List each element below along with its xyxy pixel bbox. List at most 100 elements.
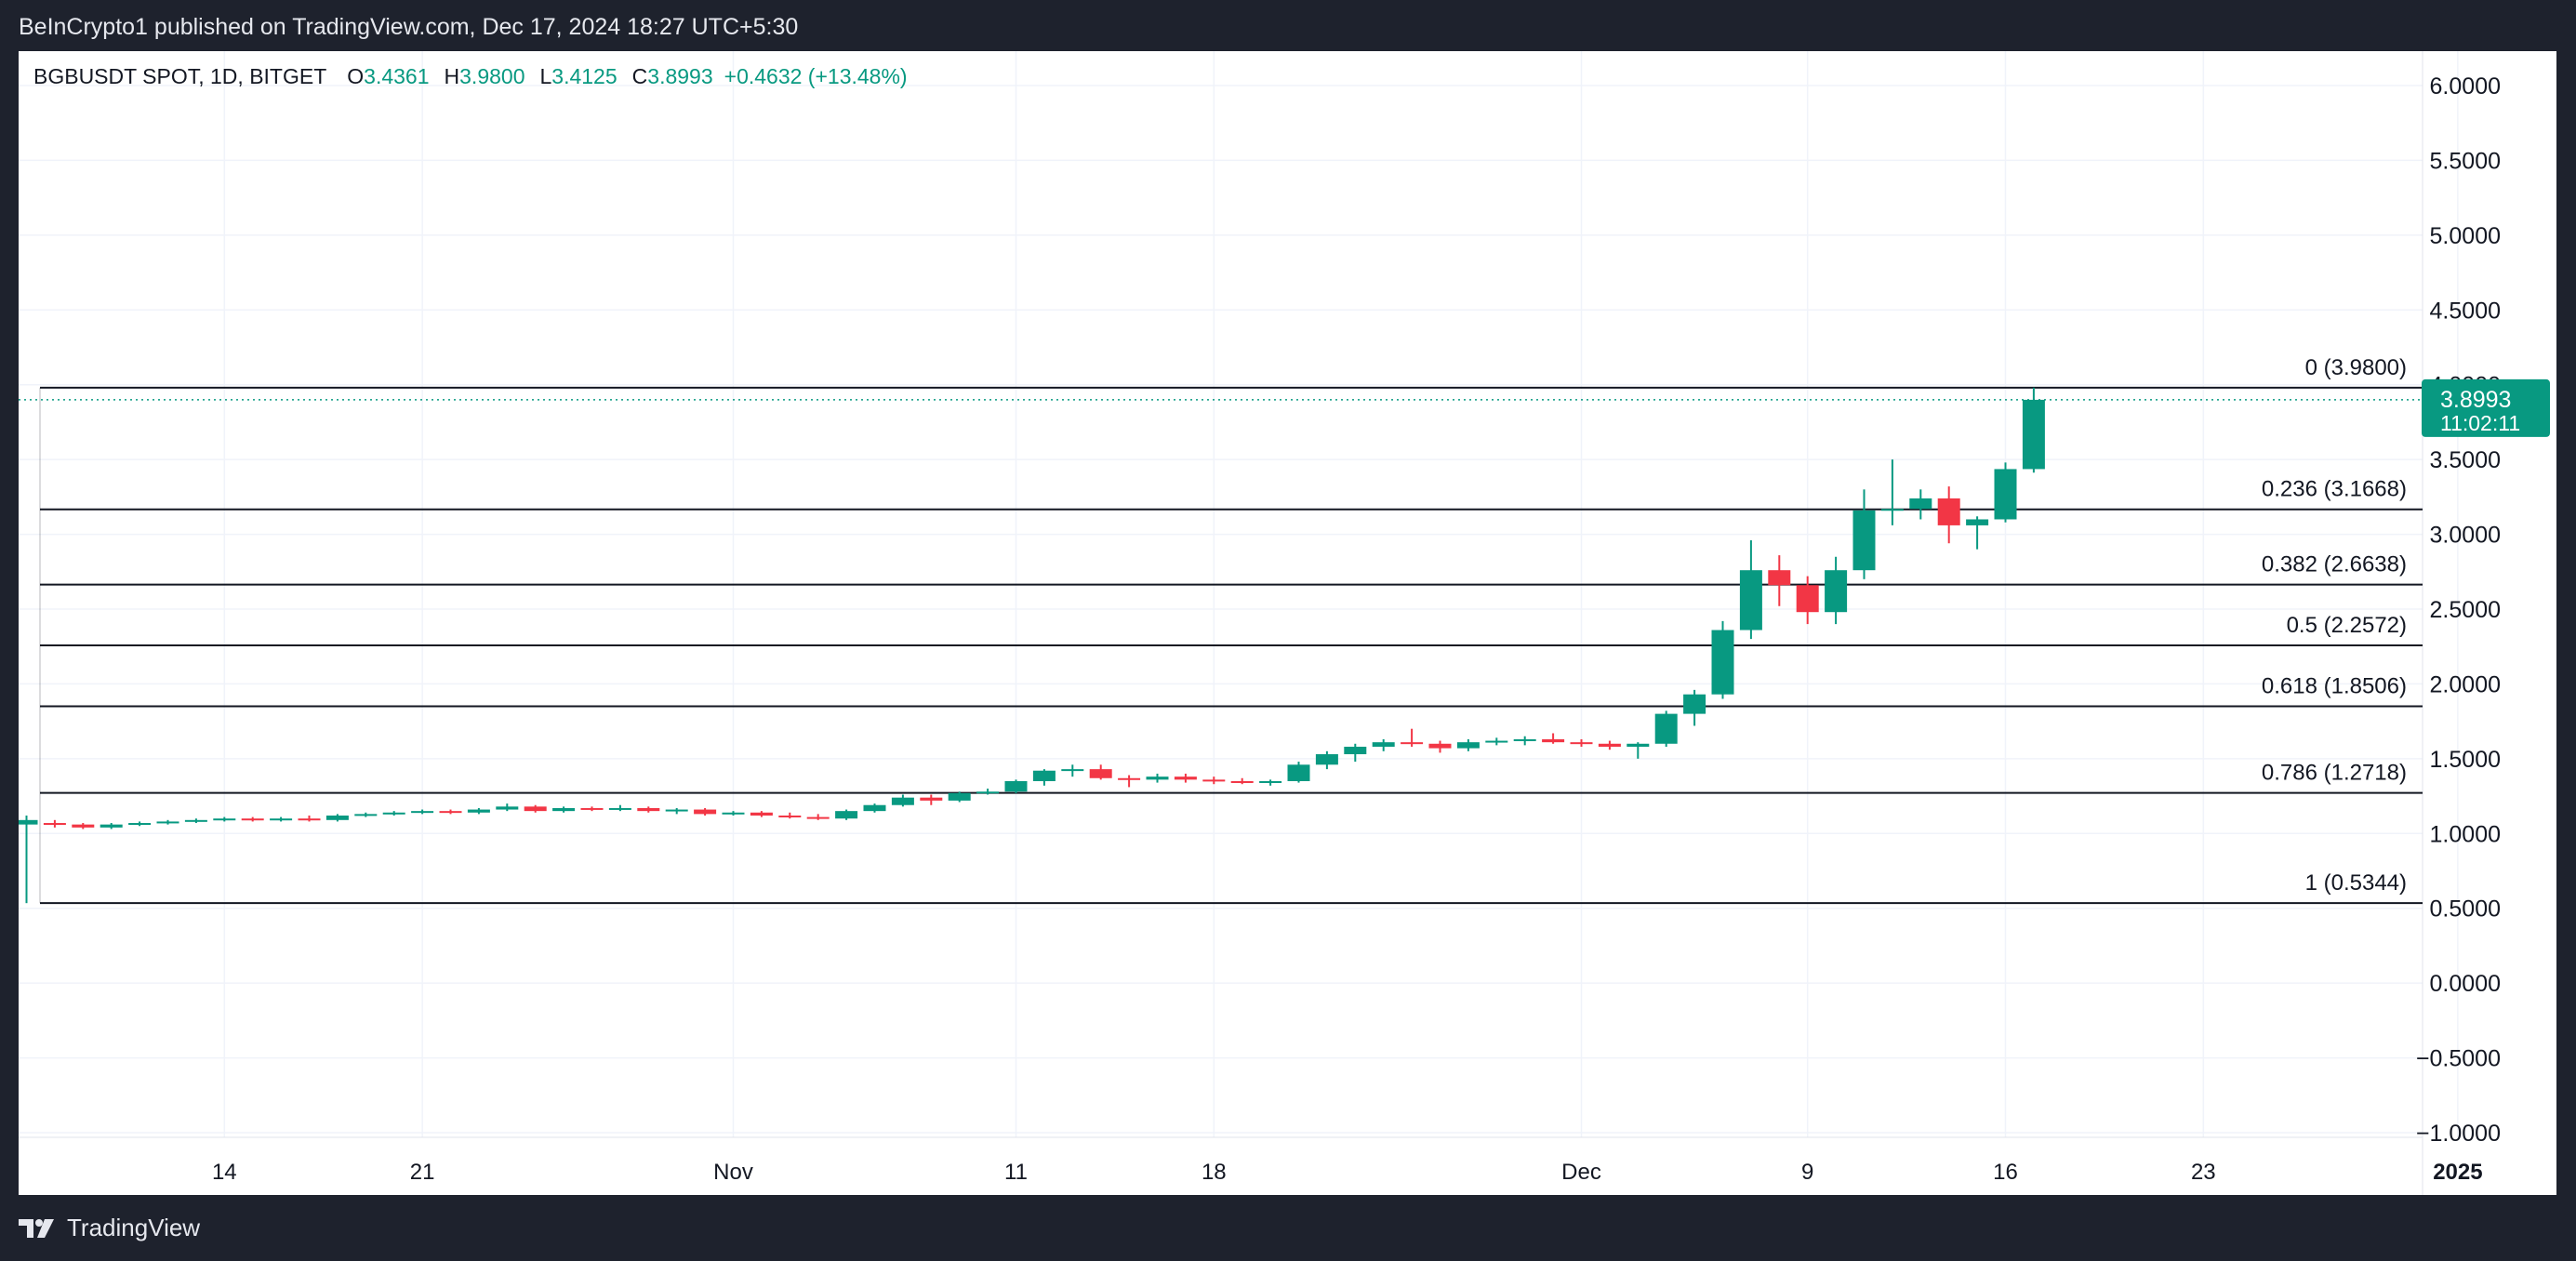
candle[interactable] — [1401, 728, 1424, 747]
candle[interactable] — [298, 815, 321, 822]
candle[interactable] — [1118, 775, 1141, 788]
candle[interactable] — [184, 818, 207, 824]
candle[interactable] — [750, 811, 773, 817]
candle[interactable] — [1230, 777, 1254, 785]
time-axis[interactable]: 14 21 Nov 11 18 Dec 9 16 23 2025 — [212, 1160, 2483, 1185]
candle[interactable] — [496, 803, 519, 812]
candle[interactable] — [382, 811, 405, 816]
candle[interactable] — [1456, 738, 1480, 751]
price-tick-label: −1.0000 — [2416, 1121, 2501, 1147]
candle[interactable] — [1654, 710, 1678, 747]
candle[interactable] — [1202, 777, 1226, 785]
close-key: C — [631, 64, 648, 88]
candle[interactable] — [354, 812, 378, 817]
candle[interactable] — [1909, 489, 1932, 520]
fibonacci-levels[interactable]: 0 (3.9800) 0.236 (3.1668) 0.382 (2.6638) 0.… — [39, 355, 2423, 905]
candle[interactable] — [43, 819, 66, 828]
candle[interactable] — [1825, 556, 1848, 625]
candle-body — [1202, 779, 1226, 782]
candle[interactable] — [1372, 738, 1395, 751]
candle[interactable] — [241, 816, 264, 822]
price-tick-label: 1.0000 — [2430, 821, 2501, 847]
candle[interactable] — [100, 823, 123, 830]
candle[interactable] — [1032, 769, 1056, 786]
candle[interactable] — [920, 794, 943, 805]
candle[interactable] — [1570, 738, 1593, 747]
candle[interactable] — [1061, 764, 1084, 777]
candle[interactable] — [1627, 742, 1650, 759]
candle-body — [778, 815, 802, 817]
last-price-value: 3.8993 — [2440, 387, 2511, 413]
price-axis[interactable]: 6.00005.50005.00004.50004.00003.50003.00… — [2416, 73, 2501, 1147]
candle[interactable] — [2022, 387, 2045, 473]
candle[interactable] — [1259, 779, 1282, 786]
candle[interactable] — [467, 807, 490, 815]
candle[interactable] — [270, 816, 293, 822]
time-tick-label: 9 — [1801, 1160, 1813, 1185]
candle[interactable] — [1542, 733, 1565, 744]
candle[interactable] — [1174, 773, 1197, 783]
candlestick-chart[interactable]: 0 (3.9800) 0.236 (3.1668) 0.382 (2.6638) 0.… — [19, 51, 2556, 1195]
candle-body — [552, 807, 576, 812]
candle[interactable] — [1880, 459, 1904, 525]
candle[interactable] — [1485, 737, 1508, 746]
candle[interactable] — [976, 789, 1000, 795]
candle[interactable] — [1739, 540, 1762, 640]
candle[interactable] — [637, 806, 660, 813]
candle[interactable] — [19, 815, 38, 904]
tradingview-footer[interactable]: TradingView — [19, 1195, 200, 1261]
candle-body — [19, 819, 38, 825]
candle[interactable] — [891, 794, 914, 807]
candle[interactable] — [1852, 489, 1876, 579]
candle[interactable] — [325, 814, 349, 822]
candle[interactable] — [72, 823, 95, 830]
candle[interactable] — [1598, 740, 1621, 750]
candle[interactable] — [1683, 689, 1706, 726]
chart-panel[interactable]: 0 (3.9800) 0.236 (3.1668) 0.382 (2.6638) 0.… — [19, 51, 2556, 1195]
candle[interactable] — [1711, 620, 1734, 699]
candle[interactable] — [1428, 740, 1452, 753]
candle-body — [835, 811, 858, 819]
candle[interactable] — [1315, 750, 1338, 770]
candle-body — [1344, 746, 1367, 755]
candle[interactable] — [1089, 764, 1112, 780]
candle[interactable] — [1796, 576, 1819, 625]
candle[interactable] — [608, 804, 631, 812]
candle[interactable] — [1966, 516, 1989, 550]
candle[interactable] — [778, 812, 802, 819]
candle-body — [1880, 509, 1904, 511]
candle[interactable] — [128, 821, 152, 827]
candle[interactable] — [524, 804, 547, 813]
candle[interactable] — [1768, 555, 1791, 606]
candle[interactable] — [1146, 773, 1169, 783]
candle[interactable] — [806, 814, 830, 820]
price-tick-label: 5.0000 — [2430, 223, 2501, 249]
candle-body — [580, 807, 604, 810]
candle[interactable] — [552, 806, 576, 813]
candle[interactable] — [722, 811, 745, 816]
candles[interactable] — [19, 387, 2045, 904]
candle[interactable] — [411, 809, 434, 815]
candle-body — [1654, 713, 1678, 744]
candle[interactable] — [665, 807, 688, 815]
candle-body — [325, 815, 349, 820]
candle[interactable] — [1994, 462, 2017, 523]
price-tick-label: 0.0000 — [2430, 971, 2501, 997]
price-tick-label: 0.5000 — [2430, 896, 2501, 923]
candle[interactable] — [580, 806, 604, 812]
candle[interactable] — [1287, 762, 1310, 783]
candle[interactable] — [948, 791, 971, 803]
candle[interactable] — [835, 809, 858, 820]
candle[interactable] — [1937, 486, 1960, 544]
candle-body — [1315, 754, 1338, 765]
candle[interactable] — [1344, 743, 1367, 763]
candle[interactable] — [439, 809, 462, 815]
candle-body — [1230, 780, 1254, 783]
candle[interactable] — [694, 807, 717, 816]
candle[interactable] — [863, 803, 886, 813]
candle[interactable] — [1004, 779, 1028, 793]
candle[interactable] — [213, 816, 236, 822]
candle[interactable] — [1513, 736, 1536, 746]
fib-level-label: 0.786 (1.2718) — [2262, 761, 2407, 786]
candle[interactable] — [156, 819, 179, 825]
